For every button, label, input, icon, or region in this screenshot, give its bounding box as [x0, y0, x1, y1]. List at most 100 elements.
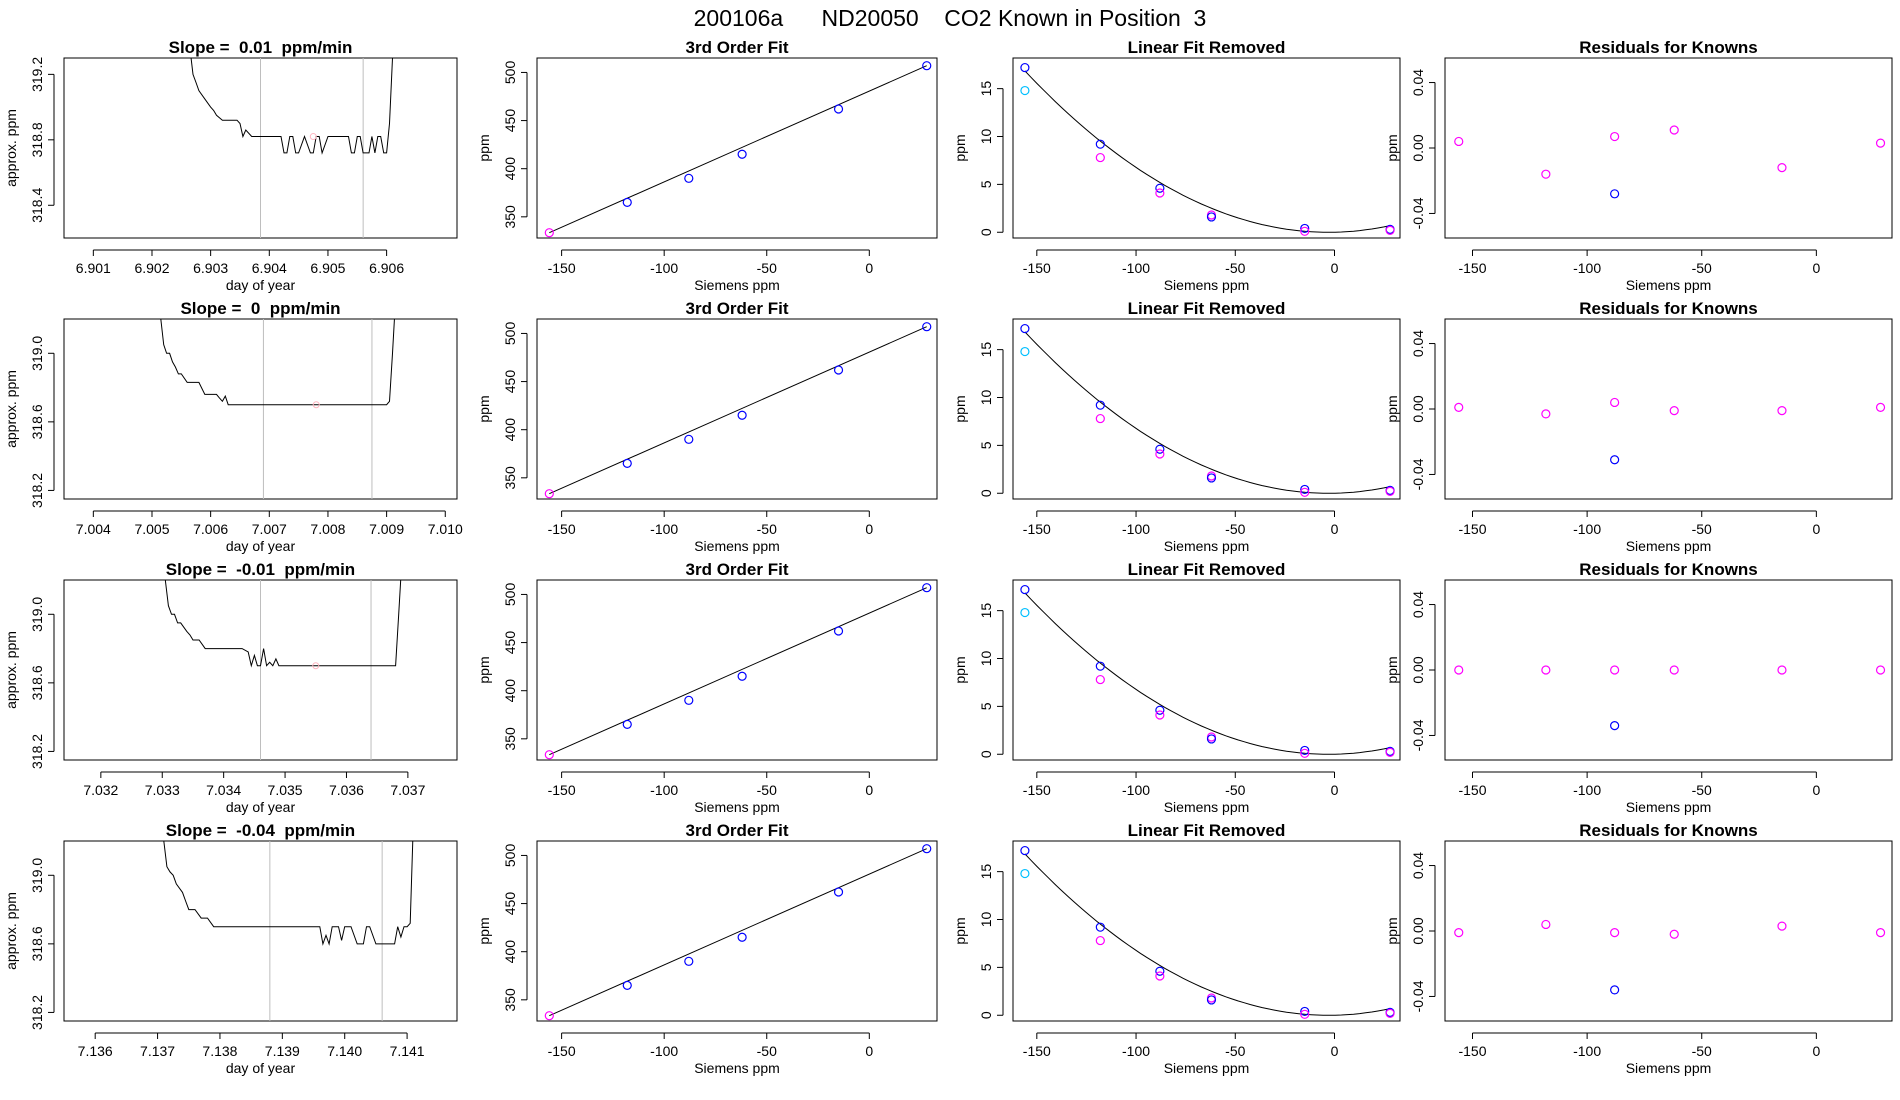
plot-frame [536, 579, 938, 761]
data-point [1669, 665, 1679, 675]
panel-title: Linear Fit Removed [1128, 38, 1286, 57]
y-tick-label: 0.04 [1410, 852, 1426, 879]
data-point [833, 887, 844, 897]
panel-title: Residuals for Knowns [1579, 299, 1758, 318]
x-axis-label: Siemens ppm [1626, 1060, 1712, 1076]
data-point [684, 956, 694, 966]
data-point [1669, 125, 1679, 135]
y-tick-label: 350 [502, 727, 518, 751]
y-tick-label: 500 [502, 844, 518, 868]
series-line [160, 319, 395, 406]
y-tick-label: 350 [502, 988, 518, 1012]
data-point [1610, 721, 1620, 731]
data-point [1206, 473, 1217, 483]
data-point [544, 228, 554, 238]
x-tick-label: -150 [1458, 521, 1486, 537]
y-axis-label: approx. ppm [3, 109, 19, 187]
x-tick-label: 7.141 [390, 1043, 425, 1059]
data-point [1206, 993, 1217, 1003]
data-point [1095, 661, 1105, 671]
panel-title: 3rd Order Fit [686, 38, 789, 57]
y-tick-label: 318.4 [29, 188, 45, 223]
x-tick-label: 7.004 [76, 521, 111, 537]
x-tick-label: 7.037 [390, 782, 425, 798]
data-marks [1454, 919, 1886, 995]
x-tick-label: -50 [1225, 1043, 1245, 1059]
y-tick-label: 10 [978, 912, 994, 928]
y-tick-label: 318.2 [29, 995, 45, 1030]
data-marks [544, 322, 932, 499]
x-tick-label: -150 [1023, 260, 1051, 276]
data-point [1300, 1006, 1310, 1017]
x-tick-label: 0 [1331, 521, 1339, 537]
x-tick-label: 7.136 [78, 1043, 113, 1059]
data-point [1454, 665, 1464, 675]
data-point [1020, 584, 1030, 595]
x-tick-label: 7.036 [329, 782, 364, 798]
y-tick-label: 5 [978, 441, 994, 449]
panel-title: 3rd Order Fit [686, 560, 789, 579]
data-point [833, 365, 844, 375]
data-point [1541, 919, 1551, 930]
plot-frame [536, 318, 938, 500]
data-marks [544, 583, 932, 760]
x-tick-label: -50 [1225, 782, 1245, 798]
x-tick-label: 0 [865, 260, 873, 276]
data-point [1875, 665, 1886, 675]
x-tick-label: -150 [1458, 782, 1486, 798]
data-point [1300, 223, 1310, 234]
x-tick-label: 6.905 [310, 260, 345, 276]
x-tick-label: 0 [1331, 260, 1339, 276]
panel-fit-2: 3rd Order Fit -150 -100 -50 0 Siemens ppm 350 4… [476, 560, 938, 815]
y-axis-label: approx. ppm [3, 892, 19, 970]
y-tick-label: 400 [502, 679, 518, 703]
x-tick-label: 0 [1331, 782, 1339, 798]
fit-curve [1024, 853, 1391, 1016]
x-tick-label: 0 [865, 521, 873, 537]
x-tick-label: -100 [1122, 260, 1150, 276]
data-point [737, 932, 747, 942]
y-axis-label: ppm [952, 656, 968, 683]
data-point [1875, 402, 1886, 412]
x-tick-label: 0 [1812, 1043, 1820, 1059]
x-tick-label: 7.005 [134, 521, 169, 537]
x-tick-label: -150 [1458, 260, 1486, 276]
plot-frame [1012, 318, 1401, 500]
x-tick-label: -150 [1023, 521, 1051, 537]
data-point [1610, 397, 1620, 408]
mean-marker [312, 662, 320, 670]
y-axis-label: ppm [1384, 134, 1400, 161]
data-point [1155, 188, 1165, 198]
y-tick-label: 500 [502, 61, 518, 85]
y-axis-label: ppm [1384, 395, 1400, 422]
x-axis-label: Siemens ppm [1626, 538, 1712, 554]
y-tick-label: 400 [502, 157, 518, 181]
data-marks [1020, 323, 1395, 497]
x-axis-label: Siemens ppm [694, 538, 780, 554]
x-tick-label: -150 [1023, 1043, 1051, 1059]
y-tick-label: 400 [502, 940, 518, 964]
data-point [544, 1011, 554, 1021]
y-tick-label: 5 [978, 963, 994, 971]
x-tick-label: -100 [1122, 521, 1150, 537]
x-tick-label: -100 [650, 521, 678, 537]
y-tick-label: 318.6 [29, 665, 45, 700]
y-tick-label: -0.04 [1410, 197, 1426, 229]
panel-linear-1: Linear Fit Removed -150 -100 -50 0 Siemens pp… [952, 299, 1401, 554]
data-point [737, 410, 747, 420]
y-tick-label: 0 [978, 228, 994, 236]
data-point [1020, 868, 1030, 879]
panel-title: Slope = 0 ppm/min [180, 299, 340, 318]
x-tick-label: 7.035 [268, 782, 303, 798]
x-axis-label: day of year [226, 538, 296, 554]
data-point [1095, 152, 1105, 163]
panel-residual-0: Residuals for Knowns -150 -100 -50 0 Siemens … [1384, 38, 1893, 293]
x-tick-label: 7.032 [83, 782, 118, 798]
data-point [922, 844, 932, 854]
x-axis-label: Siemens ppm [1164, 799, 1250, 815]
data-point [1610, 928, 1620, 938]
data-point [1095, 413, 1105, 424]
y-tick-label: 5 [978, 180, 994, 188]
panel-timeseries-3: Slope = -0.04 ppm/min 7.136 7.137 7.138 7.13… [3, 821, 458, 1076]
x-tick-label: -100 [650, 1043, 678, 1059]
